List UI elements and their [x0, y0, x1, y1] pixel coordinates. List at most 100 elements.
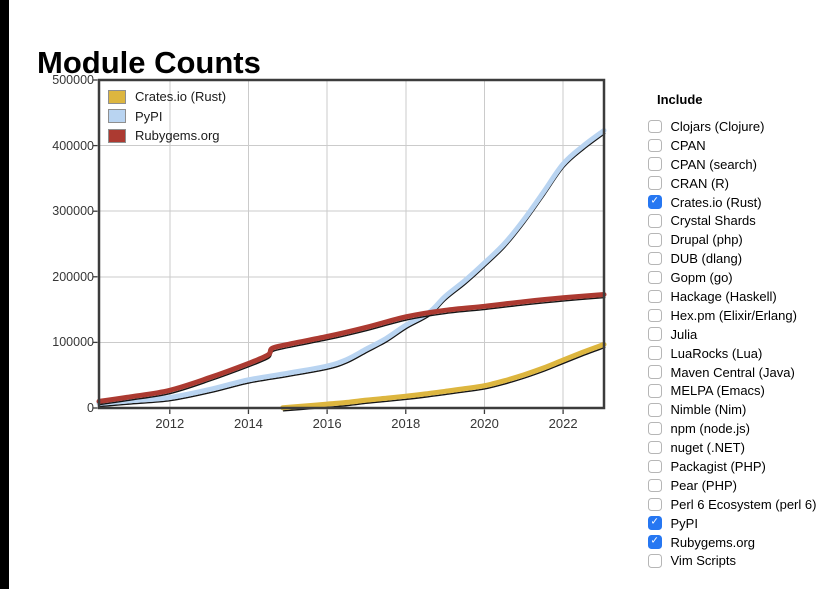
series-line-pypi	[96, 128, 607, 406]
checkbox-label: Julia	[670, 326, 698, 342]
chart-canvas	[93, 78, 607, 414]
checkbox-label: Drupal (php)	[670, 232, 743, 248]
checkbox-pypi[interactable]: ✓	[648, 516, 662, 530]
checkbox-label: Perl 6 Ecosystem (perl 6)	[670, 496, 817, 512]
checkbox-rubygems-org[interactable]: ✓	[648, 535, 662, 549]
checkbox-label: Hackage (Haskell)	[670, 288, 777, 304]
checkbox-item-melpa-emacs[interactable]: MELPA (Emacs)	[648, 381, 816, 400]
series-line-rubygems-org	[96, 292, 607, 404]
checkbox-item-cran-r[interactable]: CRAN (R)	[648, 174, 816, 193]
series-line-shadow-rubygems-org	[99, 296, 606, 406]
include-checkbox-list: Clojars (Clojure) CPAN CPAN (search) CRAN (…	[648, 117, 816, 570]
checkbox-luarocks-lua[interactable]	[648, 346, 662, 360]
checkbox-item-clojars-clojure[interactable]: Clojars (Clojure)	[648, 117, 816, 136]
checkbox-cpan-search[interactable]	[648, 157, 662, 171]
checkbox-julia[interactable]	[648, 327, 662, 341]
checkbox-crystal-shards[interactable]	[648, 214, 662, 228]
checkbox-label: CPAN (search)	[670, 156, 757, 172]
checkbox-label: Gopm (go)	[670, 270, 733, 286]
checkbox-item-npm-node-js[interactable]: npm (node.js)	[648, 419, 816, 438]
checkbox-cpan[interactable]	[648, 138, 662, 153]
checkbox-item-rubygems-org[interactable]: ✓ Rubygems.org	[648, 533, 816, 552]
checkbox-label: CRAN (R)	[670, 175, 730, 191]
checkbox-item-julia[interactable]: Julia	[648, 325, 816, 344]
checkbox-cran-r[interactable]	[648, 176, 662, 190]
checkbox-label: Nimble (Nim)	[670, 402, 747, 418]
checkbox-label: Crates.io (Rust)	[670, 194, 762, 210]
checkbox-label: Packagist (PHP)	[670, 458, 766, 474]
checkbox-item-packagist-php[interactable]: Packagist (PHP)	[648, 457, 816, 476]
checkbox-hex-pm-elixir-erlang[interactable]	[648, 308, 662, 323]
checkbox-item-dub-dlang[interactable]: DUB (dlang)	[648, 249, 816, 268]
checkbox-label: Maven Central (Java)	[670, 364, 795, 380]
legend-swatch	[108, 89, 126, 104]
checkbox-label: PyPI	[670, 515, 698, 531]
include-panel-heading: Include	[657, 92, 703, 107]
checkmark-icon: ✓	[650, 195, 659, 207]
checkbox-item-maven-central-java[interactable]: Maven Central (Java)	[648, 363, 816, 382]
legend-label: PyPI	[135, 108, 163, 124]
left-edge-bar	[0, 0, 9, 589]
checkbox-item-hex-pm-elixir-erlang[interactable]: Hex.pm (Elixir/Erlang)	[648, 306, 816, 325]
checkbox-item-crystal-shards[interactable]: Crystal Shards	[648, 211, 816, 230]
checkbox-hackage-haskell[interactable]	[648, 289, 662, 304]
checkbox-drupal-php[interactable]	[648, 233, 662, 247]
checkbox-nimble-nim[interactable]	[648, 403, 662, 417]
checkbox-dub-dlang[interactable]	[648, 251, 662, 266]
checkbox-label: LuaRocks (Lua)	[670, 345, 763, 361]
legend-item-crates-io-rust: Crates.io (Rust)	[108, 87, 226, 107]
y-axis-label: 400000	[52, 138, 94, 153]
checkbox-nuget-net[interactable]	[648, 440, 662, 455]
checkbox-item-drupal-php[interactable]: Drupal (php)	[648, 230, 816, 249]
chart-legend: Crates.io (Rust) PyPI Rubygems.org	[108, 87, 226, 146]
series-line-crates-io-rust	[280, 341, 607, 411]
checkbox-label: CPAN	[670, 137, 706, 153]
checkbox-item-pear-php[interactable]: Pear (PHP)	[648, 476, 816, 495]
y-axis-label: 0	[87, 401, 94, 415]
legend-swatch	[108, 128, 126, 143]
plot-border	[97, 78, 606, 410]
checkbox-item-nimble-nim[interactable]: Nimble (Nim)	[648, 400, 816, 419]
checkbox-label: DUB (dlang)	[670, 251, 743, 267]
checkbox-item-crates-io-rust[interactable]: ✓ Crates.io (Rust)	[648, 193, 816, 212]
checkbox-crates-io-rust[interactable]: ✓	[648, 195, 662, 209]
checkbox-gopm-go[interactable]	[648, 270, 662, 285]
checkbox-pear-php[interactable]	[648, 478, 662, 493]
checkbox-label: Pear (PHP)	[670, 477, 737, 493]
checkmark-icon: ✓	[650, 516, 659, 528]
checkbox-label: Hex.pm (Elixir/Erlang)	[670, 307, 797, 323]
y-axis-label: 300000	[52, 204, 94, 219]
legend-swatch	[108, 109, 126, 124]
checkbox-maven-central-java[interactable]	[648, 365, 662, 379]
checkbox-npm-node-js[interactable]	[648, 421, 662, 436]
checkbox-label: Rubygems.org	[670, 534, 756, 550]
checkbox-label: MELPA (Emacs)	[670, 383, 765, 399]
checkbox-item-pypi[interactable]: ✓ PyPI	[648, 514, 816, 533]
checkbox-perl-6-ecosystem-perl-6[interactable]	[648, 497, 662, 511]
checkbox-melpa-emacs[interactable]	[648, 384, 662, 398]
legend-label: Crates.io (Rust)	[135, 89, 227, 105]
checkmark-icon: ✓	[650, 535, 659, 547]
checkbox-item-nuget-net[interactable]: nuget (.NET)	[648, 438, 816, 457]
checkbox-item-cpan-search[interactable]: CPAN (search)	[648, 155, 816, 174]
checkbox-item-hackage-haskell[interactable]: Hackage (Haskell)	[648, 287, 816, 306]
checkbox-clojars-clojure[interactable]	[648, 119, 662, 134]
checkbox-item-cpan[interactable]: CPAN	[648, 136, 816, 155]
legend-label: Rubygems.org	[135, 128, 220, 144]
checkbox-vim-scripts[interactable]	[648, 554, 662, 568]
y-axis-label: 200000	[52, 269, 94, 284]
series-line-shadow-pypi	[99, 132, 606, 408]
checkbox-item-perl-6-ecosystem-perl-6[interactable]: Perl 6 Ecosystem (perl 6)	[648, 495, 816, 514]
y-axis-label: 100000	[52, 335, 94, 350]
checkbox-label: npm (node.js)	[670, 421, 750, 437]
series-line-shadow-crates-io-rust	[282, 346, 606, 412]
checkbox-packagist-php[interactable]	[648, 459, 662, 474]
checkbox-item-gopm-go[interactable]: Gopm (go)	[648, 268, 816, 287]
legend-item-rubygems-org: Rubygems.org	[108, 126, 226, 146]
page-title: Module Counts	[37, 44, 261, 80]
checkbox-item-luarocks-lua[interactable]: LuaRocks (Lua)	[648, 344, 816, 363]
checkbox-item-vim-scripts[interactable]: Vim Scripts	[648, 551, 816, 570]
checkbox-label: Crystal Shards	[670, 213, 756, 229]
checkbox-label: Clojars (Clojure)	[670, 118, 765, 134]
checkbox-label: nuget (.NET)	[670, 440, 745, 456]
